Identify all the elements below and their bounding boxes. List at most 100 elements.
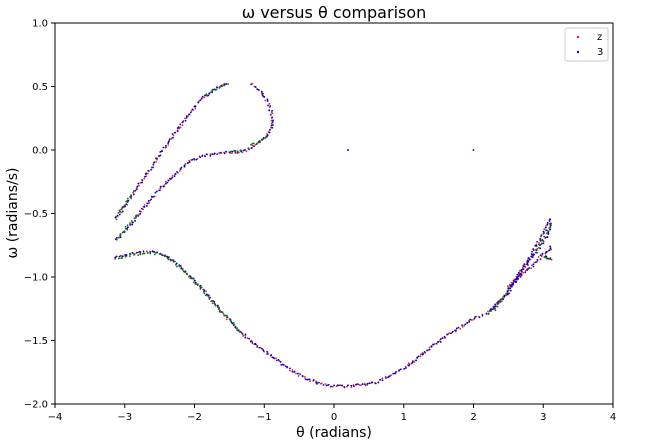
data-point bbox=[155, 161, 157, 163]
data-point bbox=[280, 364, 283, 366]
data-point bbox=[299, 373, 301, 376]
data-point bbox=[258, 89, 260, 91]
data-point bbox=[277, 358, 280, 361]
data-point bbox=[485, 313, 488, 315]
data-point bbox=[171, 133, 174, 135]
data-point bbox=[546, 221, 549, 224]
data-point bbox=[488, 310, 491, 312]
data-point bbox=[520, 274, 523, 276]
data-point bbox=[152, 166, 154, 169]
data-point bbox=[507, 285, 509, 288]
data-point bbox=[231, 322, 234, 325]
data-point bbox=[208, 298, 211, 300]
data-point bbox=[138, 210, 141, 213]
data-point bbox=[177, 126, 180, 129]
data-point bbox=[546, 236, 549, 239]
data-point bbox=[500, 300, 503, 303]
data-point bbox=[155, 251, 157, 254]
data-point bbox=[172, 136, 174, 139]
data-point bbox=[312, 379, 315, 381]
data-point bbox=[218, 87, 221, 89]
data-point bbox=[213, 301, 216, 304]
data-point bbox=[121, 231, 124, 234]
data-point bbox=[216, 86, 219, 89]
data-point bbox=[289, 369, 291, 372]
data-point bbox=[523, 263, 526, 266]
data-point bbox=[327, 383, 330, 386]
data-point bbox=[494, 307, 496, 310]
legend-label-3: 3 bbox=[597, 47, 603, 58]
data-point bbox=[523, 265, 526, 268]
data-point bbox=[419, 355, 422, 358]
data-point bbox=[494, 305, 496, 308]
y-tick-label: 0.5 bbox=[32, 82, 48, 93]
data-point bbox=[368, 382, 371, 385]
data-point bbox=[156, 158, 158, 161]
x-tick-label: −4 bbox=[48, 412, 63, 423]
data-point bbox=[135, 214, 137, 217]
data-point bbox=[249, 340, 252, 343]
data-point bbox=[141, 178, 144, 181]
data-point bbox=[343, 386, 346, 388]
data-point bbox=[199, 156, 202, 159]
data-point bbox=[530, 267, 532, 270]
data-point bbox=[156, 190, 158, 193]
data-point bbox=[258, 139, 261, 142]
data-point bbox=[238, 151, 240, 154]
data-point bbox=[535, 243, 538, 246]
data-point bbox=[216, 304, 219, 307]
data-point bbox=[341, 384, 343, 387]
data-point bbox=[279, 360, 282, 363]
data-point bbox=[511, 285, 513, 288]
data-point bbox=[443, 335, 446, 338]
data-point bbox=[153, 253, 156, 256]
data-point bbox=[209, 153, 212, 156]
data-point bbox=[167, 140, 170, 143]
data-point bbox=[437, 341, 440, 343]
data-point bbox=[205, 290, 208, 293]
data-point bbox=[119, 234, 121, 237]
data-point bbox=[194, 107, 197, 110]
legend-box bbox=[564, 27, 609, 62]
data-point bbox=[132, 190, 135, 193]
data-point bbox=[185, 115, 188, 117]
data-point bbox=[260, 90, 263, 93]
data-point bbox=[223, 314, 226, 317]
data-point bbox=[194, 105, 197, 108]
data-point bbox=[246, 337, 249, 339]
data-point bbox=[464, 323, 467, 326]
data-point bbox=[390, 374, 393, 377]
data-point bbox=[134, 189, 137, 192]
data-point bbox=[472, 149, 475, 151]
data-point bbox=[137, 251, 140, 254]
data-point bbox=[121, 255, 124, 258]
data-point bbox=[158, 155, 160, 158]
data-point bbox=[143, 204, 146, 206]
x-tick-label: −1 bbox=[257, 412, 272, 423]
data-point bbox=[221, 311, 224, 314]
data-point bbox=[124, 227, 127, 230]
data-point bbox=[494, 309, 497, 312]
data-point bbox=[446, 333, 448, 336]
data-point bbox=[461, 324, 464, 327]
data-point bbox=[508, 292, 511, 295]
data-point bbox=[463, 324, 466, 327]
data-point bbox=[432, 343, 434, 346]
data-point bbox=[270, 111, 273, 114]
data-point bbox=[497, 302, 500, 305]
data-point bbox=[415, 359, 418, 362]
data-point bbox=[239, 149, 242, 152]
data-point bbox=[236, 327, 239, 330]
data-point bbox=[149, 252, 152, 255]
data-point bbox=[538, 242, 540, 244]
data-point bbox=[411, 361, 414, 364]
data-point bbox=[266, 98, 269, 101]
data-point bbox=[301, 375, 304, 378]
data-point bbox=[524, 269, 527, 272]
data-point bbox=[500, 298, 502, 301]
data-point bbox=[163, 255, 166, 258]
data-point bbox=[221, 85, 224, 88]
data-point bbox=[549, 223, 552, 226]
data-point bbox=[236, 328, 238, 331]
data-point bbox=[325, 384, 328, 387]
